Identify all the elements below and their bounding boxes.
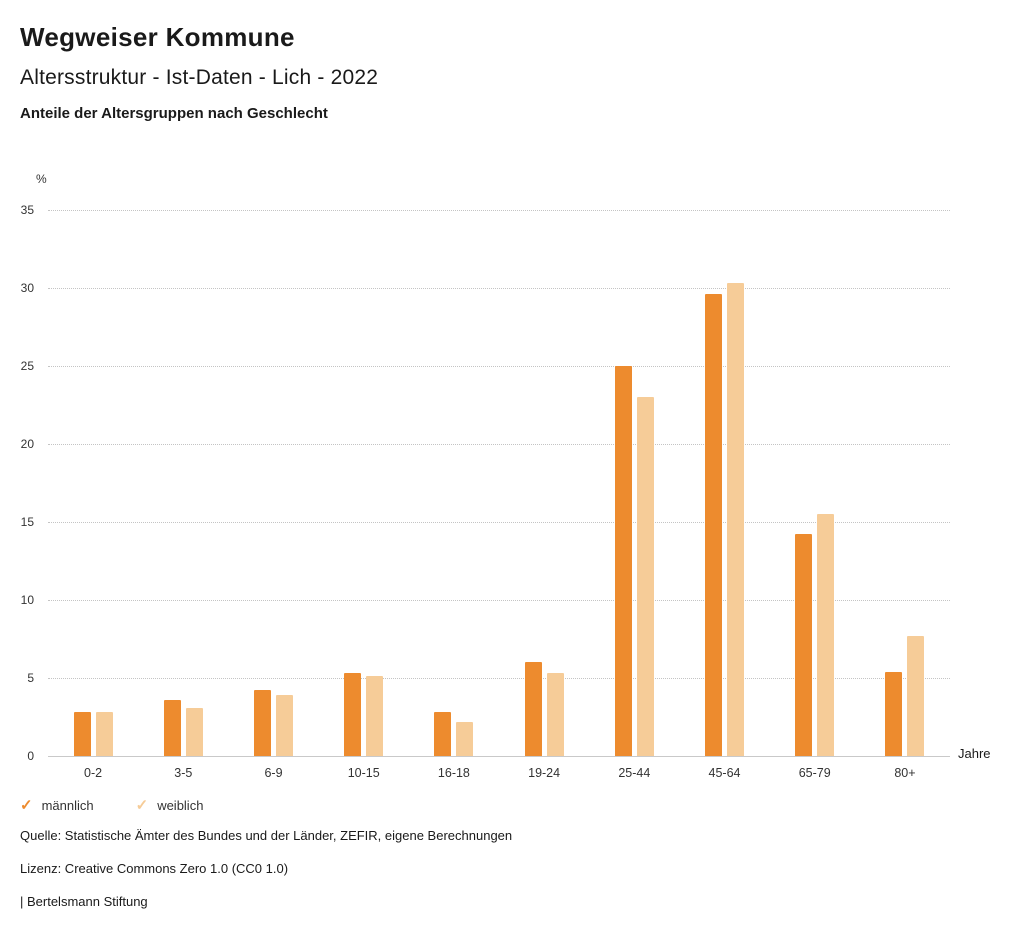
bar-männlich-65-79 [795, 534, 813, 756]
header: Wegweiser Kommune Altersstruktur - Ist-D… [0, 0, 1024, 122]
bar-group-25-44: 25-44 [589, 210, 679, 780]
y-tick-label-25: 25 [20, 359, 34, 373]
y-tick-label-35: 35 [20, 203, 34, 217]
plot-area: 0-2 3-5 6-9 10-15 16-18 19-24 25-44 45-64 65-79 8… [48, 210, 950, 780]
x-tick-label-45-64: 45-64 [708, 766, 741, 780]
bar-weiblich-80+ [907, 635, 925, 756]
bar-pair [705, 283, 745, 756]
bar-weiblich-10-15 [366, 676, 384, 756]
check-icon: ✓ [20, 796, 33, 814]
y-tick-label-15: 15 [20, 515, 34, 529]
bar-männlich-3-5 [163, 699, 181, 756]
bar-pair [795, 514, 835, 756]
x-tick-label-25-44: 25-44 [618, 766, 651, 780]
gridline-35 [48, 210, 950, 211]
bar-group-45-64: 45-64 [679, 210, 769, 780]
chart-heading: Anteile der Altersgruppen nach Geschlech… [20, 105, 328, 122]
legend-label: weiblich [157, 797, 204, 813]
page-title: Wegweiser Kommune [20, 22, 295, 52]
legend: ✓ männlich ✓ weiblich [0, 794, 1024, 816]
bar-group-0-2: 0-2 [48, 210, 138, 780]
bar-männlich-19-24 [524, 662, 542, 756]
gridline-10 [48, 600, 950, 601]
y-tick-label-0: 0 [27, 749, 34, 763]
bar-männlich-16-18 [434, 712, 452, 756]
gridline-25 [48, 366, 950, 367]
bar-group-16-18: 16-18 [409, 210, 499, 780]
x-axis-unit-label: Jahre [958, 746, 991, 761]
x-tick-label-3-5: 3-5 [174, 766, 193, 780]
bar-pair [163, 699, 203, 756]
x-tick-label-0-2: 0-2 [84, 766, 103, 780]
bar-männlich-80+ [885, 671, 903, 756]
footer: Quelle: Statistische Ämter des Bundes un… [0, 816, 1024, 909]
license-note: Lizenz: Creative Commons Zero 1.0 (CC0 1… [20, 861, 289, 876]
bar-pair [885, 635, 925, 756]
bar-group-65-79: 65-79 [770, 210, 860, 780]
bar-group-10-15: 10-15 [319, 210, 409, 780]
bar-pair [344, 673, 384, 756]
bar-chart: % 0 5 10 15 20 25 30 35 0-2 3-5 6-9 10-15 16-18 19-2… [0, 146, 1024, 794]
bar-group-6-9: 6-9 [228, 210, 318, 780]
bar-weiblich-16-18 [456, 721, 474, 756]
gridline-5 [48, 678, 950, 679]
y-axis-unit-label: % [36, 172, 47, 186]
y-axis: 0 5 10 15 20 25 30 35 [0, 203, 34, 763]
bar-pair [614, 366, 654, 756]
x-tick-label-80+: 80+ [894, 766, 916, 780]
source-note: Quelle: Statistische Ämter des Bundes un… [20, 828, 513, 843]
chart-subtitle: Altersstruktur - Ist-Daten - Lich - 2022 [20, 66, 379, 89]
bar-pair [254, 690, 293, 756]
gridline-20 [48, 444, 950, 445]
x-tick-label-10-15: 10-15 [347, 766, 380, 780]
bar-weiblich-0-2 [95, 712, 113, 756]
x-tick-label-6-9: 6-9 [264, 766, 283, 780]
y-tick-label-30: 30 [20, 281, 34, 295]
attribution-note: | Bertelsmann Stiftung [20, 894, 148, 909]
bar-männlich-10-15 [344, 673, 362, 756]
bar-männlich-6-9 [254, 690, 271, 756]
legend-item-weiblich[interactable]: ✓ weiblich [136, 798, 204, 813]
gridline-0 [48, 756, 950, 757]
y-tick-label-10: 10 [20, 593, 34, 607]
bar-männlich-0-2 [73, 712, 91, 756]
bar-männlich-25-44 [614, 366, 632, 756]
bar-weiblich-19-24 [546, 673, 564, 756]
bar-group-19-24: 19-24 [499, 210, 589, 780]
x-tick-label-19-24: 19-24 [528, 766, 561, 780]
bar-group-80+: 80+ [860, 210, 950, 780]
legend-label: männlich [41, 797, 94, 813]
bar-weiblich-45-64 [727, 283, 745, 756]
check-icon: ✓ [135, 796, 149, 814]
bar-weiblich-65-79 [817, 514, 835, 756]
legend-item-männlich[interactable]: ✓ männlich [20, 798, 94, 813]
bar-group-3-5: 3-5 [138, 210, 228, 780]
bar-pair [73, 712, 113, 756]
bar-weiblich-6-9 [276, 695, 293, 756]
gridline-30 [48, 288, 950, 289]
y-tick-label-5: 5 [27, 671, 34, 685]
bar-männlich-45-64 [705, 294, 723, 756]
gridline-15 [48, 522, 950, 523]
x-tick-label-65-79: 65-79 [798, 766, 831, 780]
bar-weiblich-3-5 [185, 707, 203, 756]
bar-pair [524, 662, 564, 756]
x-tick-label-16-18: 16-18 [437, 766, 470, 780]
y-tick-label-20: 20 [20, 437, 34, 451]
bar-pair [434, 712, 474, 756]
bar-groups: 0-2 3-5 6-9 10-15 16-18 19-24 25-44 45-64 65-79 8… [48, 210, 950, 780]
bar-weiblich-25-44 [636, 397, 654, 756]
